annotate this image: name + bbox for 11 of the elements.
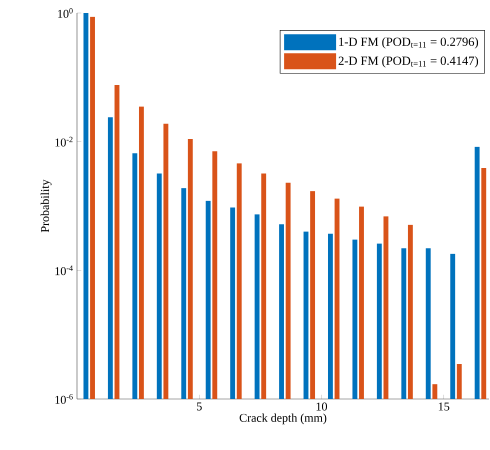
y-axis-title: Probability [40,179,52,232]
y-tick-label: 10$^{-6}$ [55,394,73,404]
x-tick-label: 5 [196,402,202,410]
y-tick-label: 10$^{-4}$ [55,265,73,276]
y-tick-label: 10$^{-2}$ [55,136,73,147]
legend-label: 2-D FM (POD$_{t=11}$ = 0.4147) [338,56,478,68]
x-tick-label: 10 [316,402,328,411]
legend-label: 1-D FM (POD$_{t=11}$ = 0.2796) [339,37,478,48]
y-tick-label: 10$^{0}$ [58,8,73,18]
x-axis-title: Crack depth (mm) [240,413,326,424]
x-tick-label: 15 [438,402,450,411]
